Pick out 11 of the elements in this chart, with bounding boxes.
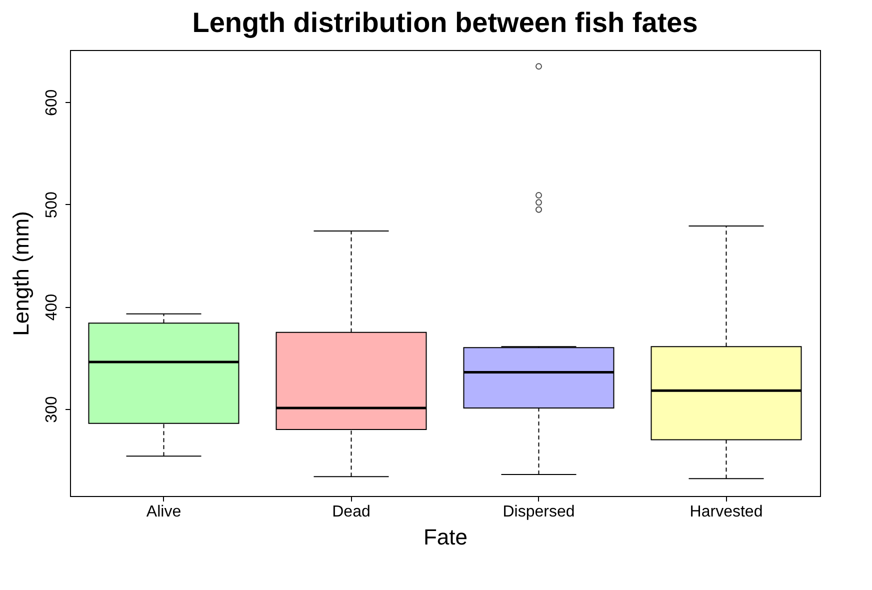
y-tick-label: 300 <box>44 396 60 423</box>
x-tick-label: Dispersed <box>502 504 575 520</box>
x-tick-label: Dead <box>332 504 370 520</box>
x-tick-label: Alive <box>146 504 182 520</box>
x-tick-label: Harvested <box>690 504 763 520</box>
x-axis-title: Fate <box>423 524 468 550</box>
y-tick-label: 500 <box>44 192 60 218</box>
chart-title: Length distribution between fish fates <box>192 7 698 38</box>
y-tick-label: 600 <box>44 89 60 116</box>
y-tick-label: 400 <box>44 294 60 321</box>
y-axis-title: Length (mm) <box>8 211 34 336</box>
